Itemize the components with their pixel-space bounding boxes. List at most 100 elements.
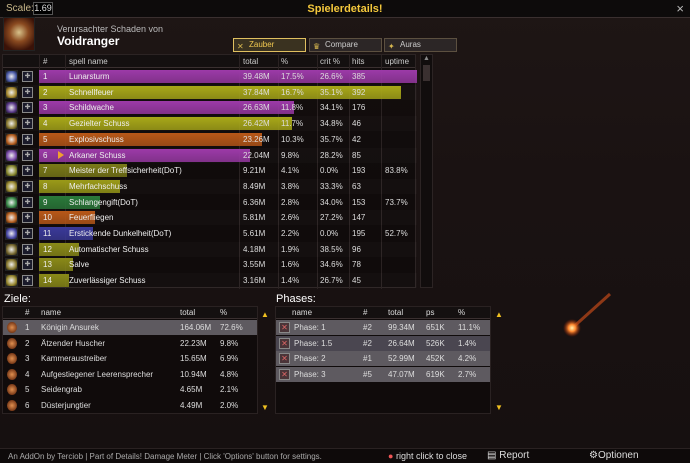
col-pct[interactable]: %	[220, 308, 228, 317]
spell-checkbox[interactable]: ✚	[22, 196, 33, 208]
phase-name: Phase: 3	[294, 369, 326, 379]
close-hint: ● right click to close	[388, 451, 467, 461]
spell-row[interactable]: ✚ 8 Mehrfachschuss 8.49M 3.8% 33.3% 63	[3, 179, 417, 194]
damage-bar	[39, 274, 70, 288]
spell-checkbox[interactable]: ✚	[22, 275, 33, 287]
spell-rank: 11	[43, 229, 52, 238]
spell-hits: 385	[352, 72, 366, 81]
col-hash[interactable]: #	[25, 308, 30, 317]
phase-row[interactable]: ✕ Phase: 1.5 #2 26.64M 526K 1.4%	[276, 335, 490, 351]
target-row[interactable]: 5 Seidengrab 4.65M 2.1%	[3, 382, 257, 397]
spell-crit: 0.0%	[320, 166, 339, 176]
scroll-up-icon[interactable]: ▲	[423, 55, 430, 62]
tab-compare[interactable]: ♛ Compare	[309, 38, 382, 52]
spell-pct: 3.8%	[281, 181, 300, 191]
spell-row[interactable]: ✚ 14 Zuverlässiger Schuss 3.16M 1.4% 26.7% 45	[3, 273, 417, 288]
spell-name: Schnellfeuer	[69, 87, 114, 97]
spell-row[interactable]: ✚ 1 Lunarsturm 39.48M 17.5% 26.6% 385	[3, 69, 417, 84]
phase-row[interactable]: ✕ Phase: 3 #5 47.07M 619K 2.7%	[276, 366, 490, 382]
spell-checkbox[interactable]: ✚	[22, 118, 33, 130]
spell-table-scrollbar[interactable]: ▲	[420, 54, 433, 288]
spell-pct: 10.3%	[281, 134, 304, 144]
spell-row[interactable]: ✚ 11 Erstickende Dunkelheit(DoT) 5.61M 2.2% 0…	[3, 226, 417, 241]
spell-row[interactable]: ✚ 7 Meister der Treffsicherheit(DoT) 9.21M 4…	[3, 163, 417, 178]
spell-checkbox[interactable]: ✚	[22, 165, 33, 177]
tab-auras[interactable]: ✦ Auras	[384, 38, 457, 52]
spell-row[interactable]: ✚ 9 Schlangengift(DoT) 6.36M 2.8% 34.0% 153 73.…	[3, 195, 417, 210]
spell-row[interactable]: ✚ 5 Explosivschuss 23.26M 10.3% 35.7% 42	[3, 132, 417, 147]
spell-rank: 14	[43, 276, 52, 286]
target-row[interactable]: 1 Königin Ansurek 164.06M 72.6%	[3, 320, 257, 335]
targets-header: # name total %	[3, 307, 257, 319]
spell-row[interactable]: ✚ 2 Schnellfeuer 37.84M 16.7% 35.1% 392	[3, 85, 417, 100]
col-hits[interactable]: hits	[352, 57, 365, 66]
spell-name: Erstickende Dunkelheit(DoT)	[69, 229, 172, 238]
spell-rank: 10	[43, 213, 52, 223]
col-crit[interactable]: crit %	[320, 57, 340, 66]
phase-row[interactable]: ✕ Phase: 1 #2 99.34M 651K 11.1%	[276, 320, 490, 335]
spell-row[interactable]: ✚ 6 Arkaner Schuss 22.04M 9.8% 28.2% 85	[3, 148, 417, 163]
spell-checkbox[interactable]: ✚	[22, 228, 33, 239]
target-row[interactable]: 3 Kammeraustreiber 15.65M 6.9%	[3, 351, 257, 366]
scale-input[interactable]: 1.69	[33, 2, 53, 15]
target-row[interactable]: 2 Ätzender Huscher 22.23M 9.8%	[3, 336, 257, 351]
tab-zauber[interactable]: ✕ Zauber	[233, 38, 306, 52]
phase-rank: #1	[363, 354, 372, 364]
spell-row[interactable]: ✚ 3 Schildwache 26.63M 11.8% 34.1% 176	[3, 100, 417, 115]
phase-row[interactable]: ✕ Phase: 2 #1 52.99M 452K 4.2%	[276, 351, 490, 367]
close-button[interactable]: ×	[676, 1, 684, 16]
target-pct: 6.9%	[220, 354, 239, 364]
target-total: 15.65M	[180, 354, 207, 364]
spell-checkbox[interactable]: ✚	[22, 212, 33, 224]
options-button[interactable]: ⚙Optionen	[589, 450, 639, 461]
col-total[interactable]: total	[243, 57, 259, 66]
spell-row[interactable]: ✚ 4 Gezielter Schuss 26.42M 11.7% 34.8% 46	[3, 116, 417, 131]
spell-rank: 6	[43, 150, 48, 160]
scroll-down-icon[interactable]: ▼	[261, 403, 269, 412]
spell-checkbox[interactable]: ✚	[22, 71, 33, 82]
spell-rank: 13	[43, 260, 52, 270]
damage-bar	[39, 101, 295, 115]
spell-row[interactable]: ✚ 13 Salve 3.55M 1.6% 34.6% 78	[3, 257, 417, 272]
report-button[interactable]: ▤ Report	[487, 450, 529, 461]
scroll-down-icon[interactable]: ▼	[495, 403, 503, 412]
spell-checkbox[interactable]: ✚	[22, 180, 33, 192]
spell-checkbox[interactable]: ✚	[22, 259, 33, 271]
spell-rank: 7	[43, 166, 48, 176]
scroll-thumb[interactable]	[423, 65, 430, 81]
phases-header: name # total ps %	[276, 307, 490, 319]
col-uptime[interactable]: uptime	[385, 57, 410, 66]
target-row[interactable]: 6 Düsterjungtier 4.49M 2.0%	[3, 398, 257, 413]
spell-pct: 9.8%	[281, 150, 300, 160]
spell-rank: 3	[43, 103, 48, 113]
col-name[interactable]: name	[292, 308, 313, 317]
spell-checkbox[interactable]: ✚	[22, 102, 33, 114]
col-pct[interactable]: %	[458, 308, 466, 317]
col-ps[interactable]: ps	[426, 308, 435, 317]
spell-checkbox[interactable]: ✚	[22, 133, 33, 145]
spell-uptime: 52.7%	[385, 229, 408, 238]
scroll-up-icon[interactable]: ▲	[495, 310, 503, 319]
col-spell-name[interactable]: spell name	[69, 57, 108, 66]
col-pct[interactable]: %	[281, 57, 289, 66]
spell-row[interactable]: ✚ 12 Automatischer Schuss 4.18M 1.9% 38.5% 96	[3, 242, 417, 257]
scroll-up-icon[interactable]: ▲	[261, 310, 269, 319]
col-hash[interactable]: #	[363, 308, 368, 317]
spell-checkbox[interactable]: ✚	[22, 243, 33, 255]
col-total[interactable]: total	[180, 308, 196, 317]
col-total[interactable]: total	[388, 308, 404, 317]
col-name[interactable]: name	[41, 308, 62, 317]
col-hash[interactable]: #	[43, 57, 48, 66]
spell-rank: 1	[43, 72, 48, 81]
spell-uptime: 83.8%	[385, 166, 408, 176]
spell-uptime: 73.7%	[385, 197, 408, 207]
target-rank: 2	[25, 338, 30, 348]
spell-total: 9.21M	[243, 166, 266, 176]
spell-row[interactable]: ✚ 10 Feuerfliegen 5.81M 2.6% 27.2% 147	[3, 210, 417, 225]
spell-checkbox[interactable]: ✚	[22, 149, 33, 161]
title-bar: Scale: 1.69 Spielerdetails! ×	[0, 0, 690, 18]
spell-checkbox[interactable]: ✚	[22, 86, 33, 98]
options-label: Optionen	[597, 450, 639, 461]
target-row[interactable]: 4 Aufgestiegener Leerensprecher 10.94M 4.8%	[3, 367, 257, 382]
